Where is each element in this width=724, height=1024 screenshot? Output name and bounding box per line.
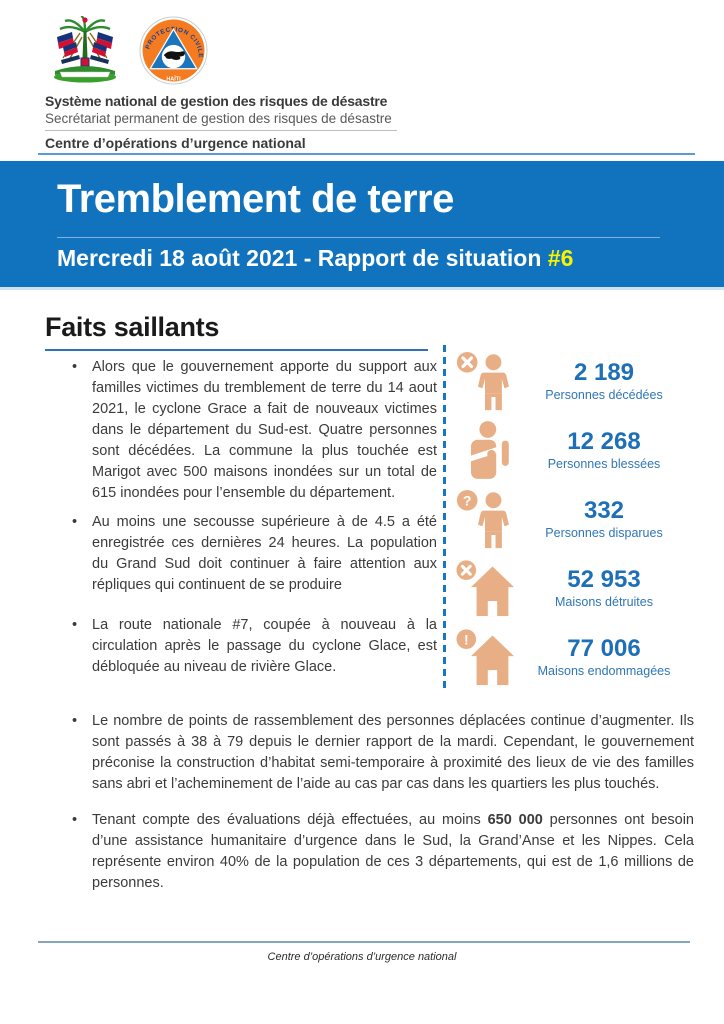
report-number: #6 [547, 245, 574, 271]
stat-label: Maisons détruites [555, 594, 653, 609]
person-missing-icon: ? [448, 488, 522, 550]
stat-row-injured: 12 268 Personnes blessées [448, 415, 694, 484]
footer-text: Centre d’opérations d’urgence national [267, 951, 457, 963]
stats-divider-dashed-line [443, 345, 446, 691]
stat-row-destroyed: 52 953 Maisons détruites [448, 553, 694, 622]
svg-text:?: ? [463, 492, 472, 508]
banner-divider [57, 237, 660, 238]
org-name-secondary: Secrétariat permanent de gestion des ris… [45, 111, 392, 126]
protection-civile-logo: PROTECTION CIVILE HAÏTI [139, 16, 208, 85]
bullet-item: • La route nationale #7, coupée à nouvea… [45, 615, 437, 678]
haiti-coat-of-arms-logo [45, 16, 125, 86]
report-subtitle: Mercredi 18 août 2021 - Rapport de situa… [57, 245, 573, 272]
house-destroyed-icon [448, 559, 522, 617]
report-title: Tremblement de terre [57, 177, 454, 221]
bullet-dot: • [72, 514, 78, 530]
bullet-dot: • [72, 812, 78, 828]
highlights-heading: Faits saillants [45, 312, 428, 351]
stat-value: 2 189 [573, 358, 635, 386]
bullet-dot: • [72, 713, 78, 729]
stat-row-deceased: 2 189 Personnes décédées [448, 346, 694, 415]
header-separator-line [38, 153, 695, 155]
stat-label: Personnes disparues [545, 525, 663, 540]
person-deceased-icon [448, 350, 522, 412]
bullet-list-left: • Alors que le gouvernement apporte du s… [45, 357, 437, 678]
stat-row-damaged: ! 77 006 Maisons endommagées [448, 622, 694, 691]
org-center-name: Centre d’opérations d’urgence national [45, 135, 306, 151]
bullet-text: La route nationale #7, coupée à nouveau … [92, 617, 437, 675]
stat-value: 332 [583, 496, 625, 524]
bullet-list-full: • Le nombre de points de rassemblement d… [45, 711, 694, 894]
stat-value: 77 006 [567, 634, 641, 662]
bullet-item: • Au moins une secousse supérieure à de … [45, 512, 437, 596]
bullet-text-bold: 650 000 [487, 812, 543, 828]
bullet-text: Tenant compte des évaluations déjà effec… [92, 810, 694, 894]
org-divider [45, 130, 397, 131]
org-name-primary: Système national de gestion des risques … [45, 93, 388, 109]
title-banner: Tremblement de terre Mercredi 18 août 20… [0, 161, 724, 287]
bullet-dot: • [72, 617, 78, 633]
banner-bottom-edge [0, 287, 724, 290]
pc-logo-bottom-text: HAÏTI [166, 75, 181, 82]
bullet-text: Alors que le gouvernement apporte du sup… [92, 359, 437, 501]
stat-label: Maisons endommagées [537, 663, 671, 678]
report-date: Mercredi 18 août 2021 - Rapport de situa… [57, 245, 542, 271]
stat-label: Personnes décédées [545, 387, 663, 402]
person-injured-icon [448, 420, 522, 480]
house-damaged-icon: ! [448, 628, 522, 686]
header-logos: PROTECTION CIVILE HAÏTI [45, 16, 208, 86]
bullet-text: Au moins une secousse supérieure à de 4.… [92, 514, 437, 593]
stat-value: 52 953 [567, 565, 641, 593]
bullet-text-post: personnes ont besoin d’une assistance hu… [92, 812, 694, 891]
stats-panel: 2 189 Personnes décédées 12 268 Pers [448, 346, 694, 691]
footer-divider-line [38, 941, 690, 943]
bullet-text: Le nombre de points de rassemblement des… [92, 713, 694, 792]
stat-value: 12 268 [567, 427, 641, 455]
bullet-text-pre: Tenant compte des évaluations déjà effec… [92, 812, 488, 828]
org-names: Système national de gestion des risques … [45, 93, 397, 151]
stat-row-missing: ? 332 Personnes disparues [448, 484, 694, 553]
bullet-item: • Le nombre de points de rassemblement d… [45, 711, 694, 795]
bullet-item: • Tenant compte des évaluations déjà eff… [45, 810, 694, 894]
bullet-dot: • [72, 359, 78, 375]
svg-text:!: ! [464, 631, 469, 647]
bullet-item: • Alors que le gouvernement apporte du s… [45, 357, 437, 504]
stat-label: Personnes blessées [547, 456, 661, 471]
